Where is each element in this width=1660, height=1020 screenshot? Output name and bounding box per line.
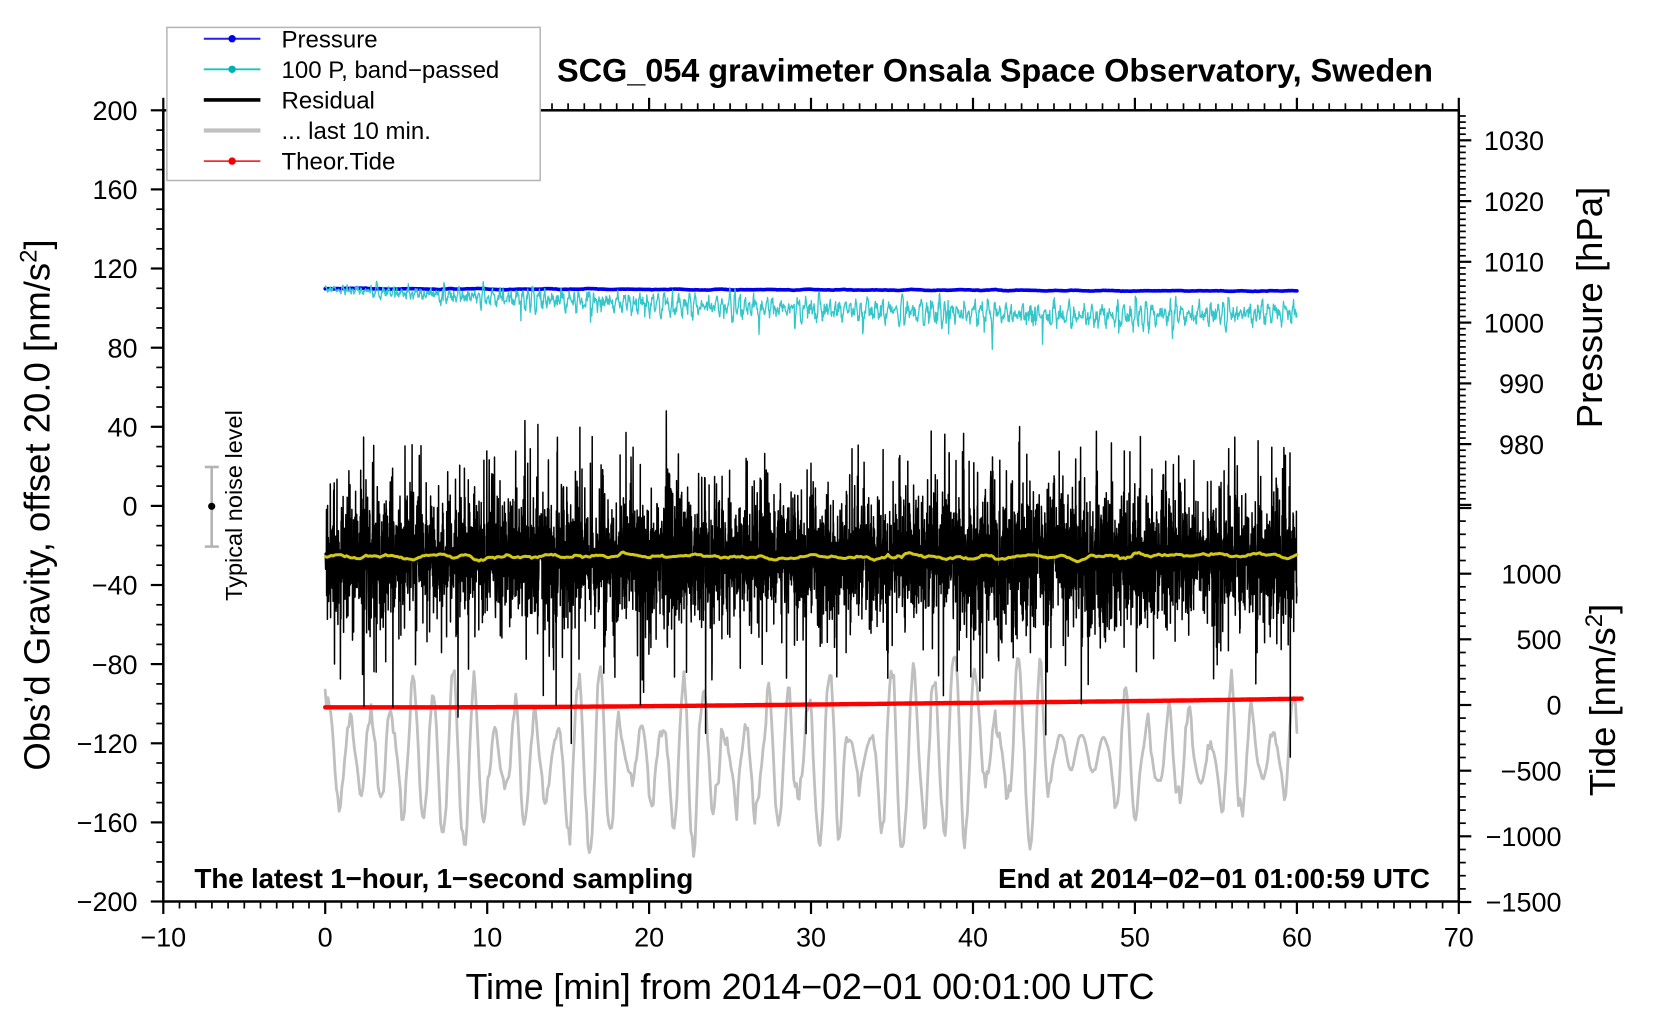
svg-text:−500: −500 bbox=[1501, 756, 1562, 786]
svg-text:SCG_054 gravimeter Onsala Spac: SCG_054 gravimeter Onsala Space Observat… bbox=[557, 52, 1433, 88]
svg-text:980: 980 bbox=[1499, 430, 1544, 460]
svg-text:... last 10 min.: ... last 10 min. bbox=[282, 118, 431, 145]
svg-text:50: 50 bbox=[1120, 923, 1150, 953]
svg-text:200: 200 bbox=[92, 96, 137, 126]
svg-text:Tide [nm/s2]: Tide [nm/s2] bbox=[1581, 604, 1623, 797]
svg-text:0: 0 bbox=[1546, 691, 1561, 721]
svg-text:990: 990 bbox=[1499, 369, 1544, 399]
svg-text:500: 500 bbox=[1516, 625, 1561, 655]
svg-text:1000: 1000 bbox=[1484, 308, 1544, 338]
svg-text:10: 10 bbox=[472, 923, 502, 953]
svg-text:The latest 1−hour, 1−second sa: The latest 1−hour, 1−second sampling bbox=[194, 863, 693, 894]
svg-text:−1000: −1000 bbox=[1486, 822, 1562, 852]
svg-text:−200: −200 bbox=[77, 887, 138, 917]
svg-text:30: 30 bbox=[796, 923, 826, 953]
svg-text:Theor.Tide: Theor.Tide bbox=[282, 149, 396, 176]
svg-text:Residual: Residual bbox=[282, 88, 375, 115]
svg-text:Time [min] from 2014−02−01 00:: Time [min] from 2014−02−01 00:01:00 UTC bbox=[466, 966, 1155, 1007]
svg-text:−160: −160 bbox=[77, 808, 138, 838]
svg-text:Obs’d Gravity, offset 20.0 [nm: Obs’d Gravity, offset 20.0 [nm/s2] bbox=[15, 239, 57, 770]
svg-text:−80: −80 bbox=[92, 650, 138, 680]
svg-text:−1500: −1500 bbox=[1486, 888, 1562, 918]
svg-text:40: 40 bbox=[107, 413, 137, 443]
svg-text:1000: 1000 bbox=[1501, 559, 1561, 589]
svg-text:160: 160 bbox=[92, 175, 137, 205]
svg-text:1030: 1030 bbox=[1484, 126, 1544, 156]
svg-text:1020: 1020 bbox=[1484, 187, 1544, 217]
svg-text:100 P, band−passed: 100 P, band−passed bbox=[282, 57, 500, 84]
svg-text:Typical noise level: Typical noise level bbox=[221, 410, 247, 601]
svg-text:Pressure [hPa]: Pressure [hPa] bbox=[1569, 187, 1610, 428]
svg-text:60: 60 bbox=[1282, 923, 1312, 953]
svg-text:−40: −40 bbox=[92, 571, 138, 601]
svg-text:0: 0 bbox=[318, 923, 333, 953]
svg-text:0: 0 bbox=[122, 492, 137, 522]
svg-text:120: 120 bbox=[92, 254, 137, 284]
svg-text:−120: −120 bbox=[77, 729, 138, 759]
svg-text:20: 20 bbox=[634, 923, 664, 953]
svg-text:End at 2014−02−01 01:00:59 UTC: End at 2014−02−01 01:00:59 UTC bbox=[998, 863, 1430, 894]
svg-text:−10: −10 bbox=[140, 923, 186, 953]
svg-text:Pressure: Pressure bbox=[282, 26, 378, 53]
svg-text:70: 70 bbox=[1444, 923, 1474, 953]
svg-text:1010: 1010 bbox=[1484, 248, 1544, 278]
svg-text:80: 80 bbox=[107, 333, 137, 363]
svg-text:40: 40 bbox=[958, 923, 988, 953]
